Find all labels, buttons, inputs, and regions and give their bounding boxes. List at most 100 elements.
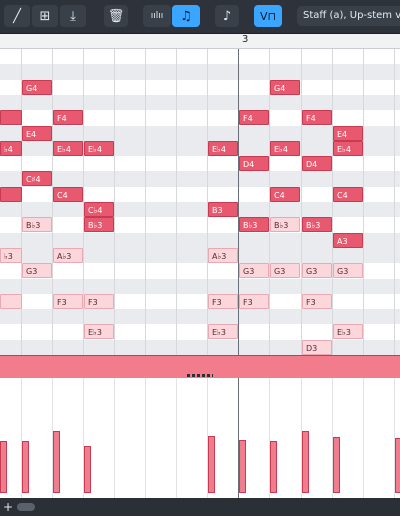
note[interactable]: F3 <box>84 293 114 309</box>
note[interactable]: A♭3 <box>208 247 238 263</box>
note[interactable]: F3 <box>239 293 269 309</box>
note[interactable]: G4 <box>270 79 300 95</box>
note[interactable]: C4 <box>53 186 83 202</box>
note[interactable]: E♭4 <box>84 140 114 156</box>
note[interactable]: D3 <box>302 339 332 355</box>
beat-line <box>363 49 364 355</box>
note[interactable]: B3 <box>208 202 238 217</box>
velocity-grid-line <box>332 378 333 498</box>
voice-selector[interactable]: Staff (a), Up-stem voice <box>297 6 400 26</box>
pitch-row <box>0 217 400 232</box>
note[interactable]: B♭3 <box>22 217 52 233</box>
velocity-bar[interactable] <box>22 441 29 493</box>
import-icon[interactable]: ⤓ <box>60 5 86 27</box>
note[interactable]: F4 <box>53 110 83 126</box>
note[interactable]: F3 <box>302 293 332 309</box>
velocity-bar[interactable] <box>395 438 400 493</box>
note[interactable]: E♭3 <box>84 324 114 340</box>
beat-line <box>301 49 302 355</box>
delete-icon[interactable]: 🗑 <box>104 5 128 27</box>
note[interactable]: B♭3 <box>84 217 114 233</box>
note[interactable]: C♭4 <box>84 202 114 217</box>
pitch-row <box>0 232 400 248</box>
beat-line <box>21 49 22 355</box>
note[interactable]: ♭3 <box>0 247 22 263</box>
velocity-grid-line <box>21 378 22 498</box>
velocity-lane[interactable] <box>0 378 400 498</box>
note[interactable]: E♭4 <box>208 140 238 156</box>
note[interactable]: B♭3 <box>270 217 300 233</box>
note-edit-icon[interactable]: ♪ <box>215 5 239 27</box>
note[interactable]: F4 <box>302 110 332 126</box>
barline <box>238 49 239 355</box>
velocity-grid-line <box>301 378 302 498</box>
velocity-grid-line <box>52 378 53 498</box>
pitch-row <box>0 156 400 171</box>
splitter-handle[interactable] <box>187 374 213 377</box>
note[interactable] <box>0 293 22 309</box>
waveform-icon[interactable]: ıılıı <box>143 5 171 27</box>
note[interactable]: A3 <box>333 232 363 248</box>
note[interactable]: D4 <box>302 156 332 172</box>
note[interactable] <box>0 186 22 202</box>
note[interactable] <box>0 110 22 126</box>
velocity-bar[interactable] <box>0 441 7 493</box>
velocity-bar[interactable] <box>270 441 277 493</box>
velocity-grid-line <box>238 378 239 498</box>
note[interactable]: E♭3 <box>208 324 238 340</box>
note[interactable]: E♭4 <box>53 140 83 156</box>
note[interactable]: G3 <box>302 263 332 279</box>
note[interactable]: E♭4 <box>333 140 363 156</box>
velocity-bar[interactable] <box>239 440 246 493</box>
velocity-bar[interactable] <box>53 431 60 493</box>
pitch-row <box>0 94 400 111</box>
line-tool-icon[interactable]: ╱ <box>4 5 30 27</box>
note[interactable]: C♯4 <box>22 171 52 187</box>
note[interactable]: B♭3 <box>302 217 332 233</box>
pitch-row <box>0 64 400 80</box>
velocity-bar[interactable] <box>302 431 309 493</box>
velocity-bar[interactable] <box>208 436 215 493</box>
bar-ruler[interactable]: 3 <box>0 34 400 49</box>
note[interactable]: E4 <box>22 125 52 141</box>
note[interactable]: G3 <box>239 263 269 279</box>
beat-line <box>114 49 115 355</box>
pitch-row <box>0 309 400 325</box>
voice-icon[interactable]: V⊓ <box>254 5 282 27</box>
pitch-row <box>0 202 400 218</box>
note[interactable]: G4 <box>22 79 52 95</box>
beat-line <box>52 49 53 355</box>
note[interactable]: ♭4 <box>0 140 22 156</box>
note[interactable]: G3 <box>270 263 300 279</box>
note[interactable]: C4 <box>270 186 300 202</box>
note[interactable]: E♭4 <box>270 140 300 156</box>
toolbar: ╱ ⊞ ⤓ 🗑 ıılıı ♫ ♪ V⊓ Staff (a), Up-stem … <box>0 0 400 34</box>
note[interactable]: B♭3 <box>239 217 269 233</box>
pitch-row <box>0 339 400 355</box>
piano-roll[interactable]: G4 G4 F4 F4 F4 E4 E4 ♭4 E♭4 E♭4 E♭4 E♭4 E♭4 D4 D4 C♯4 C4… <box>0 49 400 355</box>
velocity-bar[interactable] <box>333 437 340 493</box>
note[interactable]: G3 <box>22 263 52 279</box>
note[interactable]: A♭3 <box>53 247 83 263</box>
bottom-bar: + <box>0 498 400 516</box>
note[interactable]: E♭3 <box>333 324 363 340</box>
note[interactable]: C4 <box>333 186 363 202</box>
note[interactable]: F3 <box>53 293 83 309</box>
note[interactable]: D4 <box>239 156 269 172</box>
velocity-grid-line <box>83 378 84 498</box>
pitch-row <box>0 278 400 294</box>
note[interactable]: F3 <box>208 293 238 309</box>
beat-line <box>83 49 84 355</box>
velocity-grid-line <box>363 378 364 498</box>
note[interactable]: F4 <box>239 110 269 126</box>
note[interactable]: G3 <box>333 263 363 279</box>
velocity-grid-line <box>114 378 115 498</box>
note-icon[interactable]: ♫ <box>172 5 200 27</box>
velocity-bar[interactable] <box>84 446 91 493</box>
zoom-slider[interactable] <box>17 503 35 511</box>
select-box-icon[interactable]: ⊞ <box>32 5 58 27</box>
velocity-grid-line <box>394 378 395 498</box>
note[interactable]: E4 <box>333 125 363 141</box>
add-lane-button[interactable]: + <box>3 500 14 514</box>
velocity-grid-line <box>176 378 177 498</box>
